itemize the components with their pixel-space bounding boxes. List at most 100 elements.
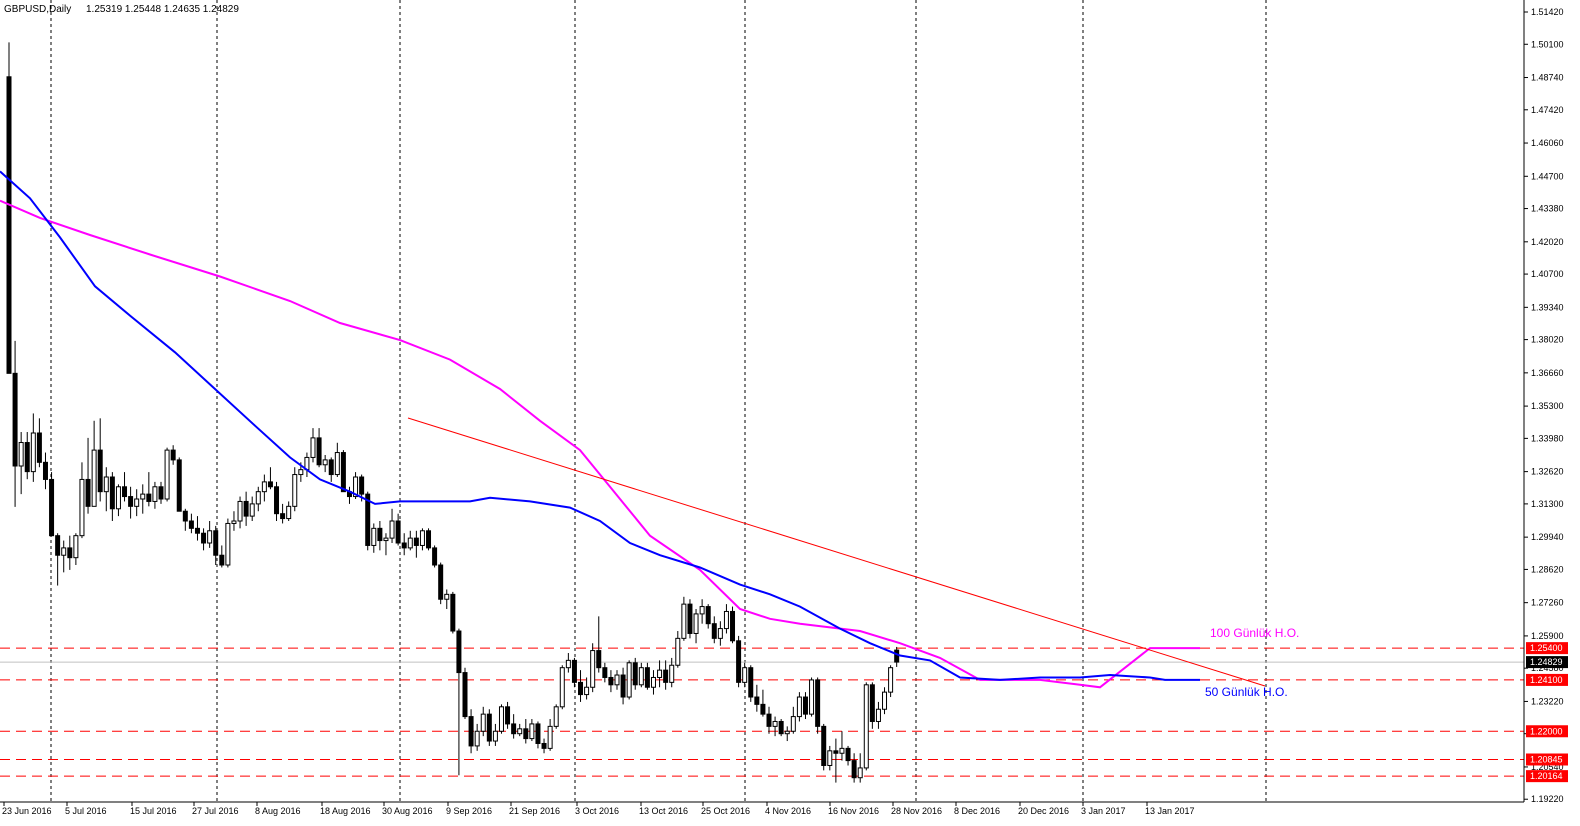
moving-averages — [0, 170, 1200, 689]
candle-body — [857, 767, 863, 779]
price-level-label-bg — [1526, 673, 1568, 686]
price-level-label-bg — [1526, 753, 1568, 766]
candle-body — [426, 530, 432, 549]
candle-body — [602, 667, 608, 678]
candle-body — [462, 672, 468, 718]
candle-body — [334, 452, 340, 476]
candle-body — [225, 522, 231, 566]
candle-body — [815, 679, 821, 727]
candle-body — [796, 696, 802, 718]
x-tick-label: 4 Nov 2016 — [765, 806, 811, 816]
y-tick-label: 1.25900 — [1531, 631, 1564, 641]
x-tick-label: 18 Aug 2016 — [320, 806, 371, 816]
candle-body — [827, 750, 833, 766]
candle-body — [821, 725, 827, 766]
candle-body — [833, 750, 839, 754]
time-axis: 23 Jun 2016 5 Jul 2016 15 Jul 2016 27 Jul 2… — [2, 802, 1195, 816]
candle-body — [359, 476, 365, 495]
price-level-label-bg — [1526, 770, 1568, 783]
candle-body — [675, 637, 681, 666]
y-tick-label: 1.24580 — [1531, 663, 1564, 673]
candle-body — [638, 667, 644, 686]
price-level-label: 1.22000 — [1530, 726, 1563, 736]
y-tick-label: 1.19220 — [1531, 794, 1564, 804]
y-tick-label: 1.47420 — [1531, 105, 1564, 115]
candle-body — [146, 493, 152, 502]
y-tick-label: 1.39340 — [1531, 302, 1564, 312]
candle-body — [535, 723, 541, 744]
candle-body — [547, 725, 553, 749]
candle-body — [711, 623, 717, 639]
candle-body — [328, 459, 334, 476]
candle-body — [134, 498, 140, 507]
candle-body — [517, 728, 523, 735]
candle-body — [444, 593, 450, 600]
candle-body — [608, 676, 614, 686]
candle-body — [176, 459, 182, 512]
candle-body — [492, 730, 498, 742]
candle-body — [109, 476, 115, 510]
candle-body — [255, 491, 261, 505]
candle-body — [243, 500, 249, 517]
y-tick-label: 1.38020 — [1531, 335, 1564, 345]
current-price-label: 1.24829 — [1530, 657, 1563, 667]
x-tick-label: 3 Oct 2016 — [575, 806, 619, 816]
candle-body — [371, 527, 377, 546]
candle-body — [778, 720, 784, 735]
candle-body — [620, 674, 626, 698]
header-ohlc: 1.25319 1.25448 1.24635 1.24829 — [86, 4, 239, 15]
candle-body — [523, 728, 529, 740]
candle-body — [383, 537, 389, 542]
candle-body — [468, 716, 474, 747]
candle-body — [274, 486, 280, 515]
candle-body — [565, 659, 571, 669]
y-tick-label: 1.36660 — [1531, 368, 1564, 378]
candle-body — [802, 696, 808, 715]
candle-body — [590, 650, 596, 688]
candle-body — [395, 520, 401, 544]
trendline — [407, 417, 1266, 687]
candle-body — [687, 603, 693, 634]
candle-body — [863, 684, 869, 769]
candle-body — [875, 708, 881, 722]
x-tick-label: 30 Aug 2016 — [382, 806, 433, 816]
candle-body — [401, 542, 407, 549]
candle-body — [650, 676, 656, 688]
candle-body — [152, 486, 158, 502]
price-level-labels: 1.25400 1.24100 1.22000 1.20845 1.20164 1.248… — [1526, 642, 1568, 783]
candle-body — [681, 603, 687, 639]
candle-body — [249, 503, 255, 517]
candle-body — [486, 713, 492, 742]
candle-body — [413, 537, 419, 546]
candle-body — [894, 649, 900, 663]
candle-body — [869, 684, 875, 722]
y-tick-label: 1.48740 — [1531, 73, 1564, 83]
candle-body — [632, 662, 638, 686]
candle-body — [669, 664, 675, 683]
candle-body — [748, 667, 754, 698]
candle-body — [36, 432, 42, 463]
candle-body — [55, 535, 61, 556]
price-level-label: 1.24100 — [1530, 675, 1563, 685]
candle-body — [158, 486, 164, 500]
candle-body — [97, 449, 103, 493]
candle-body — [280, 513, 286, 520]
candle-body — [170, 449, 176, 461]
candle-body — [851, 760, 857, 779]
y-tick-label: 1.35300 — [1531, 401, 1564, 411]
candle-body — [456, 630, 462, 674]
candle-body — [188, 520, 194, 529]
candle-body — [310, 437, 316, 458]
ma50-line — [0, 170, 1200, 681]
ma100-annotation: 100 Günlük H.O. — [1210, 626, 1299, 640]
y-tick-label: 1.33980 — [1531, 433, 1564, 443]
candle-body — [438, 564, 444, 600]
x-tick-label: 23 Jun 2016 — [2, 806, 52, 816]
candle-body — [292, 474, 298, 507]
candle-body — [115, 486, 121, 510]
candle-body — [219, 554, 225, 566]
candle-body — [559, 667, 565, 708]
x-tick-label: 13 Jan 2017 — [1145, 806, 1195, 816]
